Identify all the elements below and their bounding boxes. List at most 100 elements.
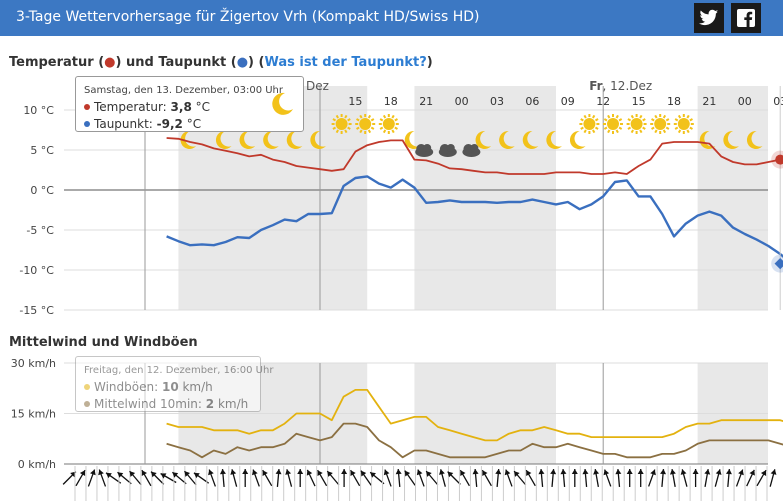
x-tick-label: 09 <box>561 95 575 108</box>
moon-icon <box>475 130 492 149</box>
wind-direction-arrow <box>75 469 86 487</box>
wind-direction-arrow <box>648 469 656 487</box>
dewpoint-dot-icon <box>84 121 90 127</box>
tooltip-dewpoint-row: Taupunkt: -9,2 °C <box>84 116 295 133</box>
night-band <box>414 86 556 310</box>
wind-direction-arrow <box>626 469 633 487</box>
wind-direction-arrow <box>593 469 600 487</box>
temperature-line <box>166 137 783 175</box>
wind-direction-arrow <box>669 469 676 487</box>
temperature-section-title: Temperatur (●) und Taupunkt (●) (Was ist… <box>9 55 433 70</box>
moon-icon <box>180 130 197 149</box>
sun-icon <box>626 114 647 134</box>
moon-icon <box>723 130 739 149</box>
wind-direction-arrow <box>459 469 470 487</box>
wind-direction-arrow <box>756 469 767 487</box>
wind-direction-arrow <box>383 469 392 487</box>
wind-direction-arrow <box>560 468 567 488</box>
moon-icon <box>239 130 256 149</box>
y-tick-label: -10 °C <box>19 264 54 277</box>
x-tick-label: 06 <box>525 95 539 108</box>
sun-icon <box>603 114 623 134</box>
wind-direction-arrow <box>297 469 304 487</box>
wind-direction-arrow <box>230 469 238 487</box>
x-tick-label: 03 <box>490 95 504 108</box>
y-tick-label: -5 °C <box>26 224 54 237</box>
facebook-icon <box>737 9 755 27</box>
wind-direction-arrow <box>208 469 216 487</box>
wind-direction-arrow <box>252 469 260 487</box>
wind-direction-arrow <box>472 468 479 488</box>
wind-direction-arrow <box>550 468 557 488</box>
mean-wind-dot-icon <box>84 401 90 407</box>
temperature-highlight-point <box>775 154 783 165</box>
wind-direction-arrow <box>275 468 282 488</box>
x-tick-label: 21 <box>702 95 716 108</box>
wind-tooltip: Freitag, den 12. Dezember, 16:00 Uhr Win… <box>75 356 273 413</box>
wind-direction-arrow <box>692 469 699 487</box>
x-tick-label: 00 <box>455 95 469 108</box>
wind-direction-arrow <box>395 468 402 488</box>
moon-icon <box>310 130 326 149</box>
x-tick-label: 15 <box>348 95 362 108</box>
sun-icon <box>355 114 376 134</box>
moon-icon <box>699 130 716 149</box>
wind-direction-arrow <box>447 471 461 485</box>
tooltip-temperature-row: Temperatur: 3,8 °C <box>84 99 295 116</box>
wind-direction-arrow <box>525 469 536 487</box>
cloud-icon <box>415 144 434 157</box>
cloud-icon <box>462 144 481 157</box>
wind-direction-arrow <box>98 469 107 487</box>
wind-direction-arrow <box>219 468 226 488</box>
dewpoint-legend-dot: ● <box>236 55 249 70</box>
moon-icon <box>546 130 562 149</box>
wind-direction-arrow <box>571 469 578 487</box>
wind-direction-arrow <box>714 469 722 487</box>
wind-direction-arrow <box>603 469 612 487</box>
dewpoint-line <box>166 175 783 258</box>
wind-direction-arrow <box>141 469 152 487</box>
wind-chart: 30 km/h 15 km/h 0 km/h <box>11 357 783 501</box>
wind-direction-arrow <box>504 469 513 487</box>
wind-direction-arrow <box>262 469 273 487</box>
wind-direction-arrow <box>306 469 316 487</box>
wind-section-title: Mittelwind und Windböen <box>9 335 198 350</box>
sun-icon <box>673 114 694 134</box>
temperature-tooltip: Samstag, den 13. Dezember, 03:00 Uhr Tem… <box>75 76 304 132</box>
wind-direction-arrow <box>439 469 446 487</box>
day-label: Dez <box>306 79 329 93</box>
wind-direction-arrow <box>704 469 711 487</box>
wind-direction-arrow <box>746 469 755 487</box>
wind-direction-arrow <box>184 470 197 486</box>
wind-direction-arrow <box>326 470 340 486</box>
wind-direction-arrow <box>193 472 210 484</box>
wind-direction-arrow <box>769 469 777 487</box>
y-tick-label: -15 °C <box>19 304 54 317</box>
twitter-share-button[interactable] <box>694 3 724 33</box>
wind-direction-arrow <box>129 470 142 486</box>
wind-direction-arrow <box>369 471 385 485</box>
page-header: 3-Tage Wettervorhersage für Žigertov Vrh… <box>0 0 783 36</box>
wind-direction-arrow <box>582 468 589 488</box>
y-tick-label: 0 km/h <box>18 458 56 471</box>
wind-direction-arrow <box>242 469 249 487</box>
facebook-share-button[interactable] <box>731 3 761 33</box>
wind-direction-arrow <box>637 469 644 487</box>
tooltip-mean-wind-row: Mittelwind 10min: 2 km/h <box>84 396 252 413</box>
x-tick-label: 03 <box>773 95 783 108</box>
wind-direction-arrow <box>350 469 361 487</box>
wind-direction-arrow <box>538 468 545 488</box>
sun-icon <box>378 114 399 134</box>
wind-direction-arrow <box>404 470 416 486</box>
wind-direction-arrow <box>615 468 622 488</box>
wind-direction-arrow <box>425 470 439 486</box>
gust-line <box>166 389 783 442</box>
temperature-dot-icon <box>84 104 90 110</box>
wind-direction-arrow <box>680 469 688 487</box>
sun-icon <box>579 114 600 134</box>
y-tick-label: 10 °C <box>23 104 54 117</box>
wind-direction-arrow <box>87 469 96 487</box>
page-title: 3-Tage Wettervorhersage für Žigertov Vrh… <box>16 9 480 25</box>
moon-icon <box>263 130 279 149</box>
dewpoint-help-link[interactable]: Was ist der Taupunkt? <box>264 55 427 70</box>
